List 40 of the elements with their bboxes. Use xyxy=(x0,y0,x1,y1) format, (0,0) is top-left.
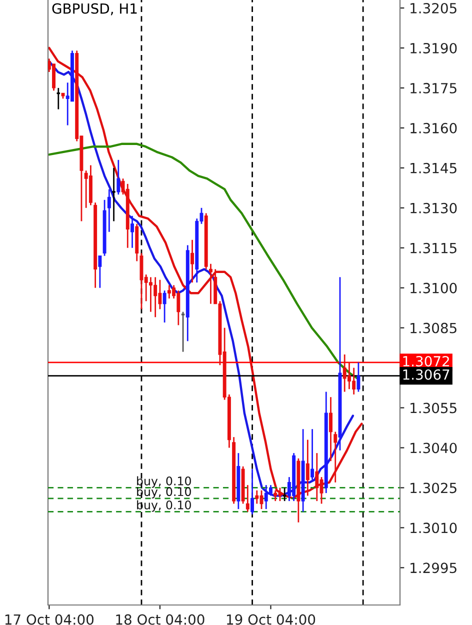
candlestick xyxy=(107,188,111,233)
y-tick-label: 1.3190 xyxy=(410,42,457,54)
x-tick-label: 18 Oct 04:00 xyxy=(116,614,204,625)
y-tick-label: 1.3040 xyxy=(410,442,457,454)
y-tick-label: 1.3175 xyxy=(410,82,456,94)
y-tick-label: 1.3160 xyxy=(410,122,457,134)
x-tick-label: 19 Oct 04:00 xyxy=(226,614,316,625)
y-tick-label: 1.3205 xyxy=(410,2,456,14)
ref-line-label: 1.3072 xyxy=(403,356,449,366)
y-tick-label: 1.3055 xyxy=(410,402,456,414)
y-tick-label: 1.3085 xyxy=(410,322,456,334)
ref-line-label: 1.3067 xyxy=(403,369,450,380)
y-tick-label: 1.3100 xyxy=(410,282,457,294)
candlestick xyxy=(162,290,166,324)
candlestick xyxy=(310,428,314,480)
candlestick xyxy=(250,468,254,516)
ref-line-label: buy, 0.10 xyxy=(137,476,191,488)
candlestick xyxy=(356,362,360,392)
candlestick xyxy=(130,215,134,249)
x-tick-label: 17 Oct 04:00 xyxy=(5,614,94,625)
candlestick xyxy=(180,311,186,352)
y-tick-label: 1.3115 xyxy=(410,242,456,254)
y-tick-label: 1.2995 xyxy=(410,562,456,574)
candlestick xyxy=(255,490,259,504)
y-tick-label: 1.3010 xyxy=(410,522,457,534)
candlestick xyxy=(246,484,250,512)
candlestick xyxy=(190,239,194,284)
candlestick xyxy=(208,263,212,305)
candlestick xyxy=(52,63,56,92)
ref-line-label: buy, 0.10 xyxy=(137,486,191,498)
candlestick xyxy=(306,439,310,496)
y-tick-label: 1.3130 xyxy=(410,202,457,214)
ref-line-label: buy, 0.10 xyxy=(137,500,191,512)
chart-title: GBPUSD, H1 xyxy=(52,3,137,16)
y-tick-label: 1.3145 xyxy=(410,162,456,174)
candlestick xyxy=(98,255,102,289)
y-tick-label: 1.3025 xyxy=(410,482,456,494)
candlestick xyxy=(334,431,338,484)
candlestick xyxy=(329,396,332,462)
candlestick xyxy=(116,159,120,196)
